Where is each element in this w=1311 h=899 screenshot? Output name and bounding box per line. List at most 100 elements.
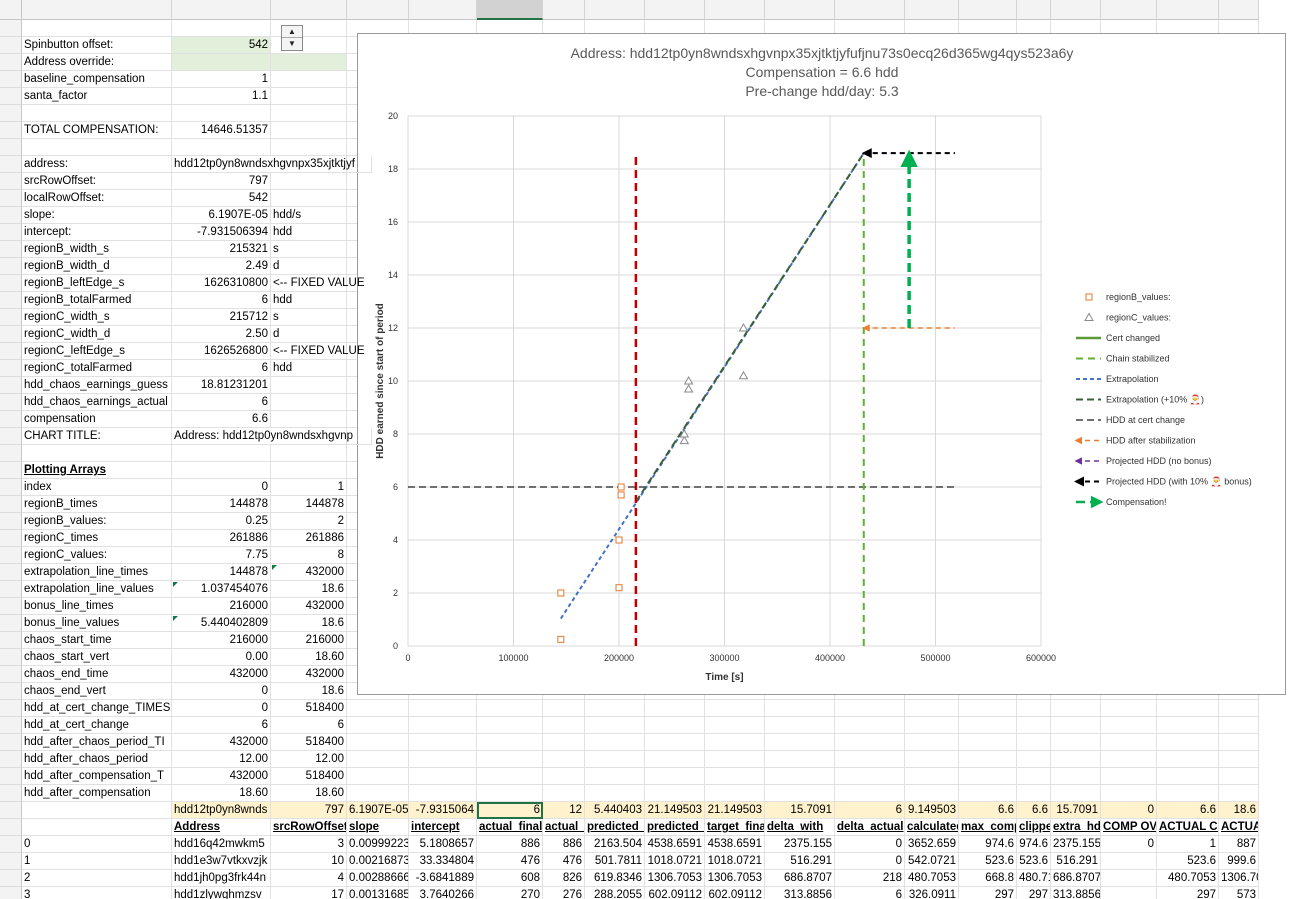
cell-c33[interactable]: 432000 — [271, 564, 347, 581]
cell-b18[interactable]: 215712 — [172, 309, 271, 326]
cell-b36[interactable]: 5.440402809 — [172, 615, 271, 632]
cell-c24[interactable] — [271, 411, 347, 428]
cell-c19[interactable]: d — [271, 326, 347, 343]
cell-d46[interactable] — [347, 785, 409, 802]
cell-c31[interactable]: 261886 — [271, 530, 347, 547]
cell-q46[interactable] — [1101, 785, 1157, 802]
cell-b30[interactable]: 0.25 — [172, 513, 271, 530]
cell-c27[interactable] — [271, 462, 347, 479]
cell-c29[interactable]: 144878 — [271, 496, 347, 513]
cell-a40[interactable]: chaos_end_vert — [22, 683, 172, 700]
row-header-12[interactable] — [0, 207, 22, 224]
column-header-b[interactable] — [172, 0, 271, 20]
cell-b10[interactable]: 797 — [172, 173, 271, 190]
cell-p44[interactable] — [1051, 751, 1101, 768]
column-header-j[interactable] — [705, 0, 765, 20]
cell-b2[interactable]: 542 — [172, 37, 271, 54]
row-header-26[interactable] — [0, 445, 22, 462]
cell-c32[interactable]: 8 — [271, 547, 347, 564]
cell-h44[interactable] — [585, 751, 645, 768]
row-header-46[interactable] — [0, 785, 22, 802]
cell-b9[interactable]: hdd12tp0yn8wndsxhgvnpx35xjtktjyf — [172, 156, 372, 173]
cell-i46[interactable] — [645, 785, 705, 802]
cell-b17[interactable]: 6 — [172, 292, 271, 309]
cell-b27[interactable] — [172, 462, 271, 479]
cell-c14[interactable]: s — [271, 241, 347, 258]
cell-a15[interactable]: regionB_width_d — [22, 258, 172, 275]
cell-i44[interactable] — [645, 751, 705, 768]
cell-c46[interactable]: 18.60 — [271, 785, 347, 802]
cell-p43[interactable] — [1051, 734, 1101, 751]
row-header-48[interactable] — [0, 819, 22, 836]
cell-j46[interactable] — [705, 785, 765, 802]
cell-p50[interactable]: 516.291 — [1051, 853, 1101, 870]
cell-a10[interactable]: srcRowOffset: — [22, 173, 172, 190]
cell-n41[interactable] — [959, 700, 1017, 717]
cell-m41[interactable] — [905, 700, 959, 717]
cell-f43[interactable] — [477, 734, 543, 751]
cell-p49[interactable]: 2375.155 — [1051, 836, 1101, 853]
cell-c1[interactable] — [271, 20, 347, 37]
cell-a16[interactable]: regionB_leftEdge_s — [22, 275, 172, 292]
cell-b49[interactable]: hdd16q42mwkm5 — [172, 836, 271, 853]
cell-a26[interactable] — [22, 445, 172, 462]
row-header-41[interactable] — [0, 700, 22, 717]
cell-n45[interactable] — [959, 768, 1017, 785]
cell-b34[interactable]: 1.037454076 — [172, 581, 271, 598]
cell-n42[interactable] — [959, 717, 1017, 734]
column-header-c[interactable] — [271, 0, 347, 20]
cell-o46[interactable] — [1017, 785, 1051, 802]
cell-c39[interactable]: 432000 — [271, 666, 347, 683]
cell-a35[interactable]: bonus_line_times — [22, 598, 172, 615]
cell-n48[interactable]: max_compen — [959, 819, 1017, 836]
cell-q43[interactable] — [1101, 734, 1157, 751]
cell-c12[interactable]: hdd/s — [271, 207, 347, 224]
cell-c8[interactable] — [271, 139, 347, 156]
cell-f44[interactable] — [477, 751, 543, 768]
row-header-3[interactable] — [0, 54, 22, 71]
cell-o47[interactable]: 6.6 — [1017, 802, 1051, 819]
cell-a28[interactable]: index — [22, 479, 172, 496]
row-header-25[interactable] — [0, 428, 22, 445]
row-header-35[interactable] — [0, 598, 22, 615]
cell-l51[interactable]: 218 — [835, 870, 905, 887]
cell-f49[interactable]: 886 — [477, 836, 543, 853]
cell-s45[interactable] — [1219, 768, 1259, 785]
cell-b41[interactable]: 0 — [172, 700, 271, 717]
cell-n47[interactable]: 6.6 — [959, 802, 1017, 819]
row-header-14[interactable] — [0, 241, 22, 258]
cell-j43[interactable] — [705, 734, 765, 751]
cell-k48[interactable]: delta_with — [765, 819, 835, 836]
cell-o45[interactable] — [1017, 768, 1051, 785]
cell-j49[interactable]: 4538.6591 — [705, 836, 765, 853]
cell-h51[interactable]: 619.8346 — [585, 870, 645, 887]
cell-r50[interactable]: 523.6 — [1157, 853, 1219, 870]
cell-h49[interactable]: 2163.504 — [585, 836, 645, 853]
cell-s46[interactable] — [1219, 785, 1259, 802]
cell-b23[interactable]: 6 — [172, 394, 271, 411]
cell-o50[interactable]: 523.6 — [1017, 853, 1051, 870]
cell-i49[interactable]: 4538.6591 — [645, 836, 705, 853]
cell-h43[interactable] — [585, 734, 645, 751]
row-header-40[interactable] — [0, 683, 22, 700]
cell-h48[interactable]: predicted_ — [585, 819, 645, 836]
cell-q45[interactable] — [1101, 768, 1157, 785]
cell-r51[interactable]: 480.7053 — [1157, 870, 1219, 887]
cell-c40[interactable]: 18.6 — [271, 683, 347, 700]
cell-i50[interactable]: 1018.0721 — [645, 853, 705, 870]
cell-i52[interactable]: 602.09112 — [645, 887, 705, 899]
chart[interactable]: 0 100000 200000 300000 400000 500000 600000 0 2 4… — [357, 33, 1286, 695]
cell-g47[interactable]: 12 — [543, 802, 585, 819]
cell-b47[interactable]: hdd12tp0yn8wnds — [172, 802, 271, 819]
row-header-45[interactable] — [0, 768, 22, 785]
cell-j50[interactable]: 1018.0721 — [705, 853, 765, 870]
cell-a36[interactable]: bonus_line_values — [22, 615, 172, 632]
column-header-i[interactable] — [645, 0, 705, 20]
cell-j51[interactable]: 1306.7053 — [705, 870, 765, 887]
column-header-o[interactable] — [1017, 0, 1051, 20]
cell-c26[interactable] — [271, 445, 347, 462]
row-header-7[interactable] — [0, 122, 22, 139]
cell-k44[interactable] — [765, 751, 835, 768]
cell-c38[interactable]: 18.60 — [271, 649, 347, 666]
row-header-30[interactable] — [0, 513, 22, 530]
